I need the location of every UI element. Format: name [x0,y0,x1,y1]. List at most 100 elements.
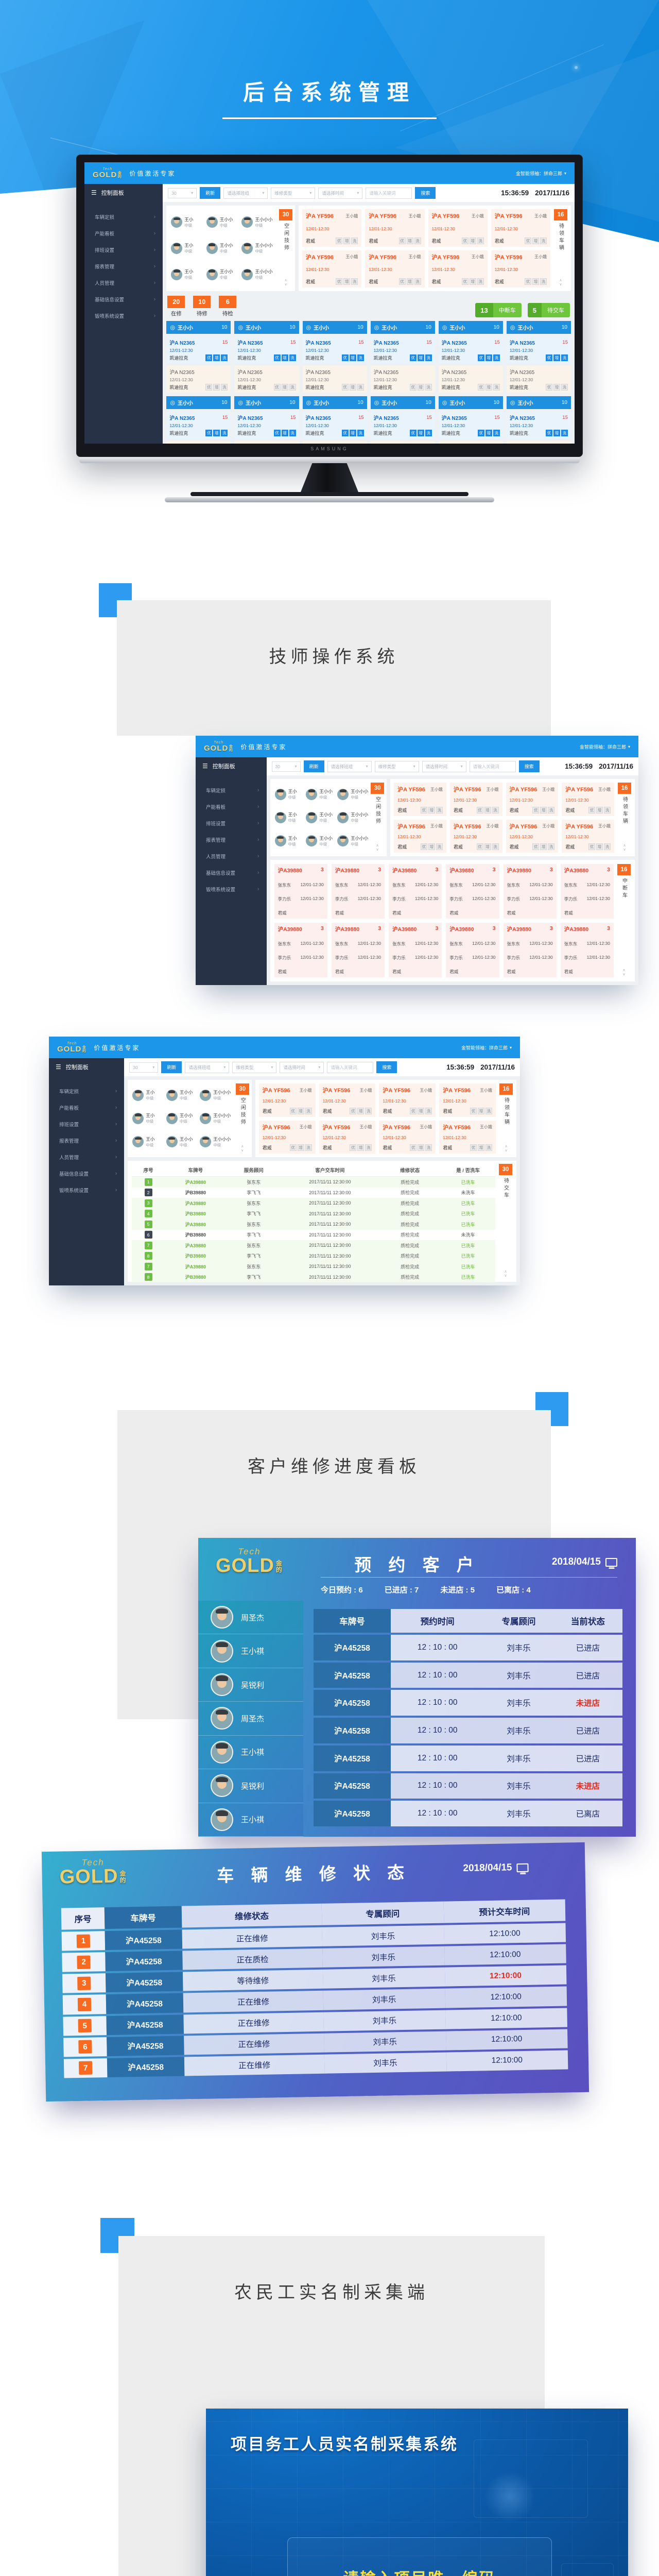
sidebar-menu: 车辆定损 › 产能看板 › 排班设置 › 报表管理 › 人员管理 › 基础信息设置 › 钣喷系统设置 › [84,201,163,324]
delivery-row: 5 沪A39880 张东东 2017/11/11 12:30:00 质检完成 已… [132,1219,495,1230]
scroll-arrows[interactable]: ∧ ∨ [622,968,626,977]
stat-item: 已进店 : 7 [384,1586,419,1595]
work-card: 沪A N2365 15 12/01-12:30 凯迪拉克优增洗 [166,336,231,363]
stat-item: 今日预约 : 6 [321,1586,363,1595]
scroll-arrows[interactable]: ∧ ∨ [505,1144,508,1153]
refresh-button[interactable]: 刷新 [161,1061,182,1073]
sidebar-item[interactable]: 报表管理 › [206,837,259,843]
reservation-table: 车牌号 预约时间 专属顾问 当前状态 沪A45258 12 : 10 : 00 刘丰乐… [314,1609,622,1827]
advisor-row: 吴锐利 [198,1769,303,1803]
sidebar-item[interactable]: 钣喷系统设置 › [59,1187,117,1194]
group-select[interactable]: 请选择班组 ▾ [185,1061,230,1073]
interrupted-card: 沪A39880 3 张东东 12/01-12:30 李力乐 12/01-12:30 君… [274,923,327,977]
search-button[interactable]: 搜索 [518,760,540,772]
sidebar-item[interactable]: 基础信息设置 › [206,870,259,876]
idle-count-badge: 30 空闲技师 ∧ ∨ [371,783,385,853]
sidebar-item[interactable]: 排班设置 › [95,247,156,253]
search-button[interactable]: 搜索 [415,187,436,199]
technician: 王小小 中级 [166,1130,200,1154]
repair-type-select[interactable]: 维修类型 ▾ [374,760,419,772]
pickup-card: 沪A YF596 王小娥 12/01-12:30 君威优增洗 [258,1120,316,1154]
avatar [337,788,349,800]
group-select[interactable]: 请选择班组 ▾ [223,187,268,199]
sidebar-item[interactable]: 基础信息设置 › [95,296,156,303]
webcam-icon [510,324,515,331]
column-header: 专属顾问 [484,1609,553,1633]
avatar [306,811,318,823]
column-header: 预约时间 [391,1609,484,1633]
pickup-count-badge: 16 待领车辆 ∧ ∨ [618,783,631,853]
scroll-arrows[interactable]: ∧ ∨ [504,1269,507,1278]
sidebar-item-control-panel[interactable]: 控制面板 [196,757,267,775]
sidebar-item[interactable]: 产能看板 › [59,1105,117,1111]
column-header: 当前状态 [553,1609,622,1633]
technician: 王小小 中级 [166,1083,200,1107]
interrupted-card: 沪A39880 3 张东东 12/01-12:30 李力乐 12/01-12:30 君… [389,923,442,977]
row-number-badge: 3 [144,1199,152,1207]
sidebar-item[interactable]: 人员管理 › [59,1154,117,1161]
tv-stand-base [165,497,494,502]
repair-type-select[interactable]: 维修类型 ▾ [271,187,316,199]
time-select[interactable]: 请选择时间 ▾ [318,187,363,199]
user-menu[interactable]: 金智能领袖：拼命三郎 [461,1044,512,1051]
sidebar-item[interactable]: 报表管理 › [59,1138,117,1144]
scroll-arrows[interactable]: ∧ ∨ [559,278,562,287]
group-select[interactable]: 请选择班组 ▾ [327,760,372,772]
avatar [241,216,253,228]
sidebar-item[interactable]: 基础信息设置 › [59,1171,117,1177]
scroll-arrows[interactable]: ∧ ∨ [241,1144,244,1153]
sidebar-item[interactable]: 产能看板 › [95,230,156,237]
sidebar-item[interactable]: 车辆定损 › [95,214,156,221]
sidebar-item-control-panel[interactable]: 控制面板 [49,1058,124,1076]
keyword-input[interactable]: 请输入关键词 [469,760,516,772]
board-date: 2018/04/15 [463,1862,529,1874]
deliver-count-badge: 30 待交车 ∧ ∨ [499,1164,512,1279]
scroll-arrows[interactable]: ∧ ∨ [623,843,626,852]
user-menu[interactable]: 金智能领袖：拼命三郎 [516,170,566,177]
sidebar-item[interactable]: 车辆定损 › [206,787,259,794]
in-repair-badge: 20 在修 [167,296,185,317]
sidebar-item[interactable]: 钣喷系统设置 › [95,313,156,319]
search-button[interactable]: 搜索 [376,1061,397,1073]
sidebar-item[interactable]: 人员管理 › [95,280,156,286]
keyword-input[interactable]: 请输入关键词 [327,1061,374,1073]
refresh-button[interactable]: 刷新 [303,760,324,772]
repair-type-select[interactable]: 维修类型 ▾ [232,1061,277,1073]
refresh-button[interactable]: 刷新 [200,187,221,199]
tv-stand-neck [301,463,358,492]
idle-technicians-panel: 王小 中级 王小小 中级 王小小小 中级 王小 中级 王小小 中级 王小小小 中级 王小 中级 王小小 中级王… [166,206,296,291]
sidebar-item[interactable]: 钣喷系统设置 › [206,886,259,893]
sidebar-item[interactable]: 人员管理 › [206,853,259,860]
page-size-select[interactable]: 30 ▾ [271,761,301,772]
time-select[interactable]: 请选择时间 ▾ [422,760,466,772]
webcam-icon [306,399,311,406]
work-card: 沪A N2365 15 12/01-12:30 凯迪拉克优增洗 [234,336,299,363]
sidebar-item[interactable]: 排班设置 › [59,1121,117,1128]
scroll-arrows[interactable]: ∧ ∨ [284,278,287,287]
sidebar: 控制面板 车辆定损› 产能看板› 排班设置› 报表管理› 人员管理› 基础信息设置› 钣喷系… [84,184,163,444]
avatar [200,1089,212,1101]
avatar [211,1808,233,1831]
sidebar-item[interactable]: 车辆定损 › [59,1088,117,1095]
technician: 王小小小 中级 [200,1130,233,1154]
page-size-select[interactable]: 30 ▾ [168,188,197,198]
scroll-arrows[interactable]: ∧ ∨ [376,843,379,852]
column-header: 车牌号 [314,1609,391,1633]
user-menu[interactable]: 金智能领袖：拼命三郎 [580,743,630,750]
sidebar-item[interactable]: 报表管理 › [95,263,156,270]
row-number-badge: 1 [144,1178,152,1186]
keyword-input[interactable]: 请输入关键词 [366,187,412,199]
time-select[interactable]: 请选择时间 ▾ [280,1061,324,1073]
sidebar-item-control-panel[interactable]: 控制面板 [84,184,163,201]
chevron-right-icon: › [153,247,156,253]
sidebar-item[interactable]: 产能看板 › [206,804,259,810]
sidebar-item[interactable]: 排班设置 › [206,820,259,827]
reservation-row: 沪A45258 12 : 10 : 00 刘丰乐 已进店 [314,1745,622,1771]
banner-dot [575,66,578,69]
page-size-select[interactable]: 30 ▾ [129,1062,159,1073]
